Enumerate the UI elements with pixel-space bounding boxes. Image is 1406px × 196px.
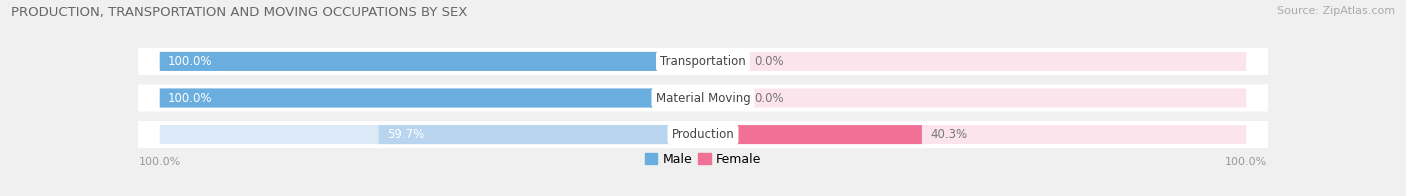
FancyBboxPatch shape (160, 125, 703, 144)
Text: Source: ZipAtlas.com: Source: ZipAtlas.com (1277, 6, 1395, 16)
Text: 0.0%: 0.0% (755, 92, 785, 104)
FancyBboxPatch shape (703, 125, 1246, 144)
Text: 40.3%: 40.3% (931, 128, 967, 141)
Text: 59.7%: 59.7% (387, 128, 425, 141)
Text: PRODUCTION, TRANSPORTATION AND MOVING OCCUPATIONS BY SEX: PRODUCTION, TRANSPORTATION AND MOVING OC… (11, 6, 468, 19)
FancyBboxPatch shape (138, 84, 1268, 112)
FancyBboxPatch shape (138, 121, 1268, 148)
FancyBboxPatch shape (703, 88, 1246, 108)
Text: Production: Production (672, 128, 734, 141)
Text: 100.0%: 100.0% (167, 55, 212, 68)
FancyBboxPatch shape (703, 88, 747, 108)
FancyBboxPatch shape (160, 88, 703, 108)
FancyBboxPatch shape (703, 52, 747, 71)
FancyBboxPatch shape (138, 48, 1268, 75)
FancyBboxPatch shape (378, 125, 703, 144)
FancyBboxPatch shape (160, 52, 703, 71)
FancyBboxPatch shape (160, 52, 703, 71)
FancyBboxPatch shape (160, 88, 703, 108)
Text: Material Moving: Material Moving (655, 92, 751, 104)
Legend: Male, Female: Male, Female (640, 148, 766, 171)
FancyBboxPatch shape (703, 52, 1246, 71)
FancyBboxPatch shape (703, 125, 922, 144)
Text: Transportation: Transportation (661, 55, 745, 68)
Text: 100.0%: 100.0% (167, 92, 212, 104)
Text: 0.0%: 0.0% (755, 55, 785, 68)
